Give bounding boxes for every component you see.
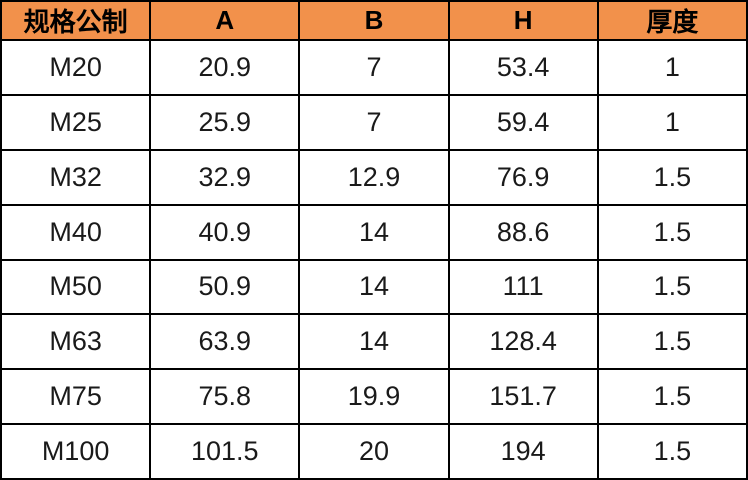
cell-a: 40.9 — [149, 203, 301, 261]
cell-h: 128.4 — [447, 313, 599, 371]
cell-thickness: 1.5 — [596, 148, 748, 206]
cell-spec: M20 — [0, 39, 152, 96]
header-row: 规格公制 A B H 厚度 — [0, 0, 748, 41]
cell-b: 14 — [298, 258, 450, 316]
cell-spec: M100 — [0, 423, 152, 480]
cell-thickness: 1 — [596, 39, 748, 96]
table-row: M32 32.9 12.9 76.9 1.5 — [0, 148, 748, 206]
cell-thickness: 1 — [596, 93, 748, 151]
cell-spec: M32 — [0, 148, 152, 206]
table-row: M63 63.9 14 128.4 1.5 — [0, 313, 748, 371]
cell-thickness: 1.5 — [596, 368, 748, 426]
cell-spec: M75 — [0, 368, 152, 426]
cell-a: 50.9 — [149, 258, 301, 316]
cell-thickness: 1.5 — [596, 203, 748, 261]
cell-a: 63.9 — [149, 313, 301, 371]
table-row: M75 75.8 19.9 151.7 1.5 — [0, 368, 748, 426]
spec-table-body: M20 20.9 7 53.4 1 M25 25.9 7 59.4 1 M32 … — [0, 39, 748, 480]
cell-h: 53.4 — [447, 39, 599, 96]
cell-h: 151.7 — [447, 368, 599, 426]
cell-b: 14 — [298, 203, 450, 261]
cell-b: 14 — [298, 313, 450, 371]
cell-a: 75.8 — [149, 368, 301, 426]
cell-thickness: 1.5 — [596, 423, 748, 480]
cell-thickness: 1.5 — [596, 258, 748, 316]
cell-h: 194 — [447, 423, 599, 480]
cell-h: 88.6 — [447, 203, 599, 261]
cell-thickness: 1.5 — [596, 313, 748, 371]
cell-b: 20 — [298, 423, 450, 480]
cell-h: 111 — [447, 258, 599, 316]
column-header-thickness: 厚度 — [596, 0, 748, 41]
table-row: M25 25.9 7 59.4 1 — [0, 93, 748, 151]
cell-spec: M63 — [0, 313, 152, 371]
cell-h: 59.4 — [447, 93, 599, 151]
cell-a: 101.5 — [149, 423, 301, 480]
table-row: M100 101.5 20 194 1.5 — [0, 423, 748, 480]
cell-spec: M40 — [0, 203, 152, 261]
cell-b: 12.9 — [298, 148, 450, 206]
table-row: M50 50.9 14 111 1.5 — [0, 258, 748, 316]
cell-a: 32.9 — [149, 148, 301, 206]
cell-b: 7 — [298, 93, 450, 151]
column-header-b: B — [298, 0, 450, 41]
cell-a: 20.9 — [149, 39, 301, 96]
cell-spec: M50 — [0, 258, 152, 316]
column-header-a: A — [149, 0, 301, 41]
table-row: M40 40.9 14 88.6 1.5 — [0, 203, 748, 261]
spec-table-head: 规格公制 A B H 厚度 — [0, 0, 748, 41]
cell-h: 76.9 — [447, 148, 599, 206]
cell-spec: M25 — [0, 93, 152, 151]
column-header-spec: 规格公制 — [0, 0, 152, 41]
table-row: M20 20.9 7 53.4 1 — [0, 39, 748, 96]
cell-b: 7 — [298, 39, 450, 96]
cell-b: 19.9 — [298, 368, 450, 426]
cell-a: 25.9 — [149, 93, 301, 151]
column-header-h: H — [447, 0, 599, 41]
